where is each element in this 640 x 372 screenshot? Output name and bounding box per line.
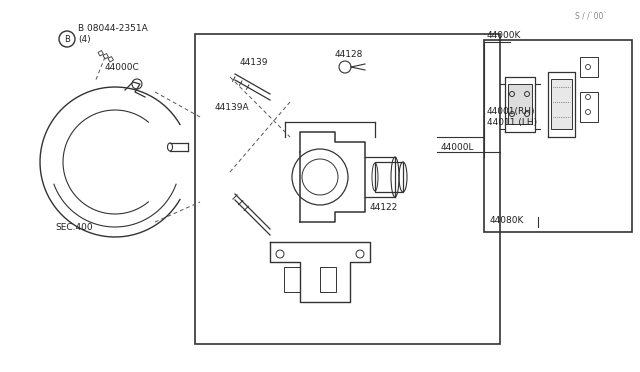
Bar [508,84,532,124]
Text: 44000C: 44000C [105,62,140,71]
Text: B 08044-2351A
(4): B 08044-2351A (4) [78,24,148,44]
Text: B: B [64,35,70,44]
Bar [580,57,598,77]
Bar [195,34,500,344]
Text: 44080K: 44080K [490,215,524,224]
Text: S / /`00`: S / /`00` [575,13,607,22]
Bar [580,92,598,122]
Text: 44000L: 44000L [441,142,474,151]
Bar [320,267,336,292]
Text: 44000K: 44000K [487,31,522,39]
Text: 44139: 44139 [240,58,269,67]
Bar [551,79,572,129]
Bar [98,51,104,56]
Bar [375,162,403,192]
Bar [484,40,632,232]
Text: SEC.400: SEC.400 [55,222,93,231]
Bar [108,57,113,62]
Text: 44001(RH)
44011 (LH): 44001(RH) 44011 (LH) [487,107,537,127]
Bar [103,54,108,59]
Bar [284,267,300,292]
Text: 44128: 44128 [335,49,364,58]
Text: 44139A: 44139A [215,103,250,112]
Text: 44122: 44122 [370,202,398,212]
